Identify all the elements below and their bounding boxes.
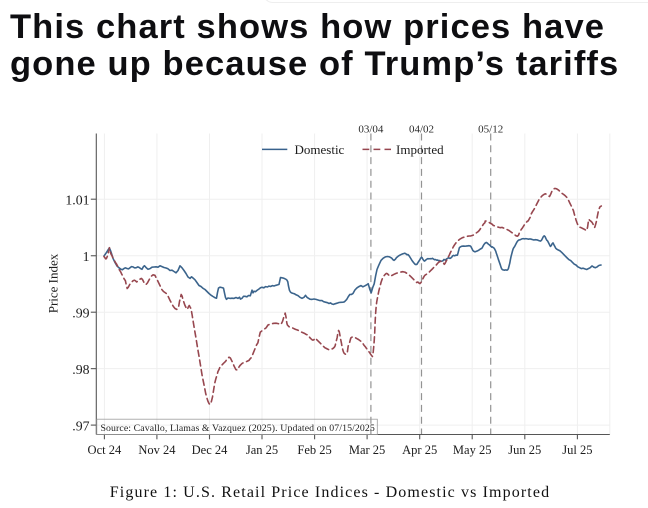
svg-text:Feb 25: Feb 25 (297, 443, 331, 457)
svg-text:Oct 24: Oct 24 (88, 443, 122, 457)
svg-text:04/02: 04/02 (409, 124, 434, 136)
svg-text:1: 1 (83, 249, 90, 264)
svg-text:Dec 24: Dec 24 (192, 443, 228, 457)
svg-text:05/12: 05/12 (478, 124, 503, 136)
svg-text:Jul 25: Jul 25 (562, 443, 592, 457)
svg-text:Source: Cavallo, Llamas & Vazq: Source: Cavallo, Llamas & Vazquez (2025)… (101, 423, 375, 434)
svg-text:Nov 24: Nov 24 (138, 443, 176, 457)
svg-text:1.01: 1.01 (65, 192, 89, 207)
svg-text:Jan 25: Jan 25 (246, 443, 278, 457)
svg-text:Imported: Imported (396, 142, 444, 157)
svg-text:Price Index: Price Index (46, 253, 61, 313)
svg-text:Apr 25: Apr 25 (402, 443, 437, 457)
svg-text:03/04: 03/04 (358, 124, 384, 136)
svg-text:Domestic: Domestic (295, 142, 345, 157)
svg-text:.99: .99 (72, 305, 89, 320)
svg-text:May 25: May 25 (453, 443, 492, 457)
svg-text:Mar 25: Mar 25 (349, 443, 385, 457)
svg-text:Jun 25: Jun 25 (508, 443, 541, 457)
svg-text:.98: .98 (72, 362, 89, 377)
svg-text:.97: .97 (72, 418, 89, 433)
